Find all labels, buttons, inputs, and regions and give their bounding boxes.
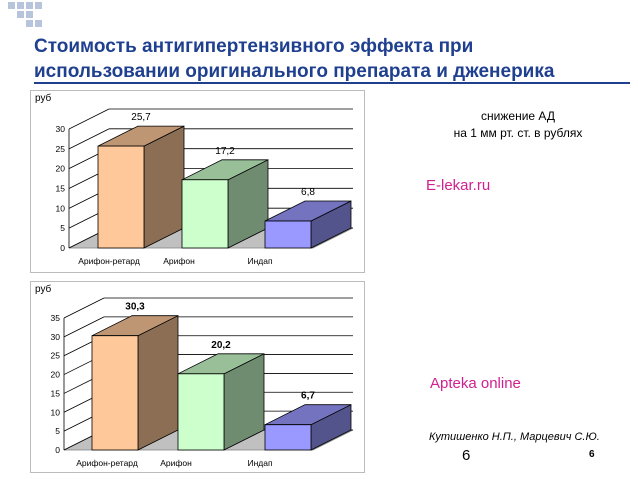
y-tick-label-5: 5	[55, 426, 60, 436]
y-tick-label-30: 30	[51, 332, 61, 342]
y-axis-unit-label: руб	[35, 284, 52, 295]
bar-arifon	[181, 179, 229, 249]
category-label-indap: Индап	[247, 256, 272, 266]
y-tick-label-20: 20	[51, 370, 61, 380]
value-label-indap: 6,8	[301, 187, 315, 198]
legend-line2: на 1 мм рт. ст. в рублях	[453, 126, 583, 140]
y-tick-label-15: 15	[56, 184, 66, 194]
grid-connector-35	[63, 297, 105, 319]
value-label-arifon: 17,2	[215, 146, 235, 157]
category-label-arifon-retard: Арифон-ретард	[78, 256, 140, 266]
bar-indap	[264, 220, 312, 249]
slide-title-line2: использовании оригинального препарата и …	[34, 61, 555, 82]
bar-indap	[264, 424, 312, 451]
bar-arifon	[177, 373, 225, 451]
y-tick-label-20: 20	[56, 164, 66, 174]
category-label-arifon: Арифон	[160, 458, 192, 468]
grid-connector-25	[68, 128, 110, 150]
y-tick-label-5: 5	[60, 223, 65, 233]
y-tick-label-25: 25	[51, 351, 61, 361]
bar-arifon-retard	[97, 145, 145, 249]
legend-line1: снижение АД	[481, 109, 555, 123]
title-underline	[34, 82, 630, 84]
bar-side-arifon-retard	[137, 315, 179, 451]
grid-connector-30	[68, 108, 110, 130]
source-apteka-online: Apteka online	[430, 375, 521, 392]
category-label-indap: Индап	[247, 458, 272, 468]
slide-title-line1: Стоимость антигипертензивного эффекта пр…	[34, 36, 474, 57]
chart-e-lekar: руб 0 5 10 15 20 25 30 25,7 Арифон-ретард 17,2 Ари…	[30, 90, 365, 273]
y-tick-label-15: 15	[51, 388, 61, 398]
value-label-arifon-retard: 25,7	[131, 112, 151, 123]
bar-side-arifon-retard	[143, 125, 185, 249]
chart-e-lekar-plot: 0 5 10 15 20 25 30 25,7 Арифон-ретард 17,2 Арифон 6…	[56, 108, 354, 266]
value-label-arifon-retard: 30,3	[125, 302, 145, 313]
slide-number: 6	[589, 449, 595, 460]
value-label-arifon: 20,2	[211, 340, 231, 351]
author-credit: Кутишенко Н.П., Марцевич С.Ю.	[429, 431, 600, 443]
grid-connector-30	[63, 316, 105, 338]
y-tick-label-10: 10	[51, 407, 61, 417]
bar-arifon-retard	[91, 335, 139, 451]
chart-apteka-online-plot: 0 5 10 15 20 25 30 35 30,3 Арифон-ретард 20,2 Арифо…	[51, 297, 354, 468]
source-e-lekar: E-lekar.ru	[426, 177, 491, 194]
y-tick-label-35: 35	[51, 313, 61, 323]
category-label-arifon-retard: Арифон-ретард	[76, 458, 138, 468]
value-label-indap: 6,7	[301, 391, 315, 402]
category-label-arifon: Арифон	[163, 256, 195, 266]
y-tick-label-25: 25	[56, 144, 66, 154]
y-tick-label-0: 0	[55, 445, 60, 455]
decorative-squares	[8, 2, 42, 27]
y-tick-label-10: 10	[56, 203, 66, 213]
chart-legend-note: снижение АД на 1 мм рт. ст. в рублях	[418, 108, 618, 142]
page-number: 6	[462, 447, 471, 464]
chart-apteka-online: руб 0 5 10 15 20 25 30 35 30,3 Арифон-ретард 20,2 А…	[30, 281, 365, 473]
y-tick-label-0: 0	[60, 243, 65, 253]
y-axis-unit-label: руб	[35, 93, 52, 104]
y-tick-label-30: 30	[56, 124, 66, 134]
slide-title: Стоимость антигипертензивного эффекта пр…	[34, 34, 634, 84]
